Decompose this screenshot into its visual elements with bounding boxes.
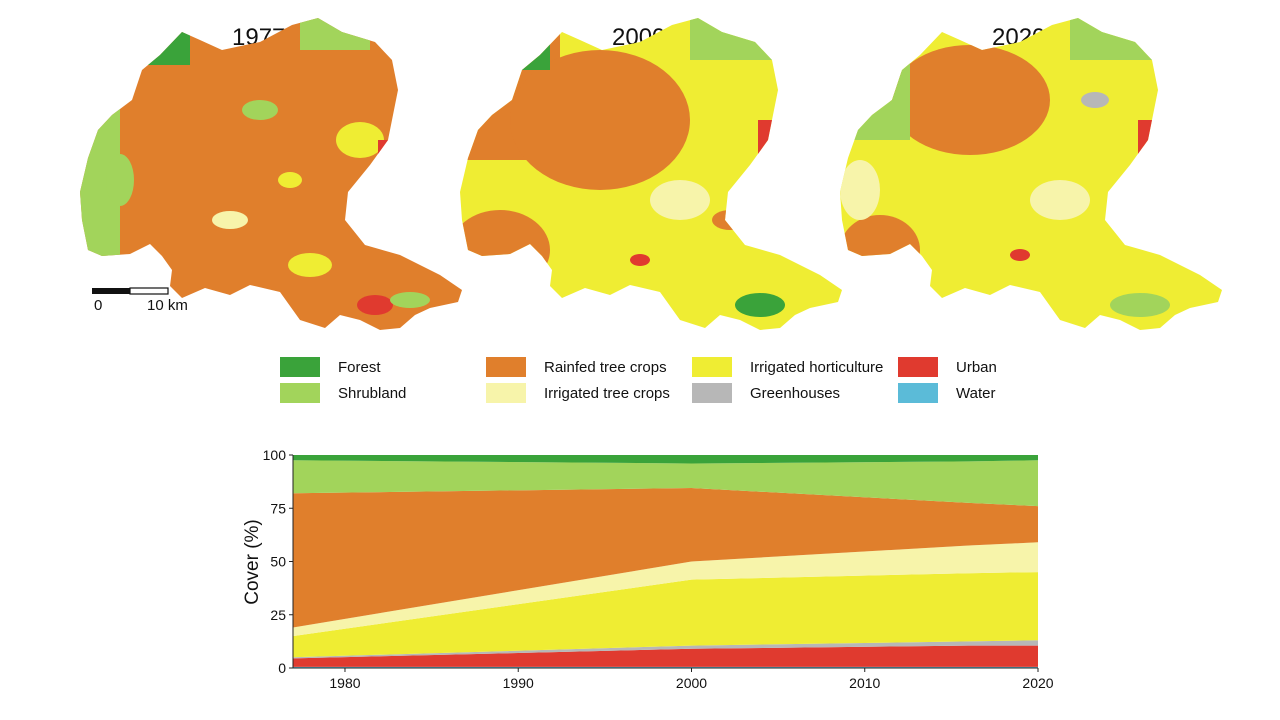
legend-swatch-irrigated-horticulture: [692, 357, 732, 377]
legend-item-rainfed-tree-crops: Rainfed tree crops: [486, 356, 667, 378]
x-tick-labels: 1980 1990 2000 2010 2020: [329, 675, 1053, 691]
chart-axes: [289, 454, 1039, 672]
legend-swatch-forest: [280, 357, 320, 377]
y-axis-label: Cover (%): [242, 519, 263, 605]
area-rainfed-tree-crops: [293, 488, 1038, 628]
x-tick-label-2010: 2010: [849, 675, 880, 691]
legend-label-urban: Urban: [956, 358, 997, 376]
scale-label-end: 10 km: [147, 297, 188, 314]
area-greenhouses: [293, 640, 1038, 659]
legend-label-forest: Forest: [338, 358, 381, 376]
area-shrubland: [293, 460, 1038, 507]
map-2000: [460, 18, 842, 330]
legend-swatch-irrigated-tree-crops: [486, 383, 526, 403]
legend-swatch-greenhouses: [692, 383, 732, 403]
legend-item-urban: Urban: [898, 356, 997, 378]
x-tick-label-2020: 2020: [1022, 675, 1053, 691]
legend-item-greenhouses: Greenhouses: [692, 382, 840, 404]
legend: Forest Shrubland Rainfed tree crops Irri…: [0, 352, 1280, 412]
legend-swatch-urban: [898, 357, 938, 377]
area-urban: [293, 645, 1038, 667]
legend-item-forest: Forest: [280, 356, 381, 378]
legend-label-shrubland: Shrubland: [338, 384, 407, 402]
area-irrigated-tree-crops: [293, 542, 1038, 637]
legend-label-greenhouses: Greenhouses: [750, 384, 841, 402]
y-tick-label-100: 100: [263, 447, 287, 463]
scale-bar: [92, 287, 169, 295]
legend-item-irrigated-tree-crops: Irrigated tree crops: [486, 382, 670, 404]
y-tick-label-50: 50: [270, 554, 286, 570]
x-tick-label-1990: 1990: [503, 675, 534, 691]
legend-swatch-shrubland: [280, 383, 320, 403]
land-cover-maps: 1977 2000 2020: [0, 0, 1280, 330]
legend-label-irrigated-horticulture: Irrigated horticulture: [750, 358, 884, 376]
x-tick-label-2000: 2000: [676, 675, 707, 691]
legend-item-irrigated-horticulture: Irrigated horticulture: [692, 356, 883, 378]
legend-label-water: Water: [956, 384, 996, 402]
maps-svg: [80, 18, 1222, 330]
y-tick-label-25: 25: [270, 607, 286, 623]
map-2020: [840, 18, 1222, 330]
legend-label-irrigated-tree-crops: Irrigated tree crops: [544, 384, 670, 402]
chart-areas: [293, 455, 1038, 668]
y-tick-labels: 0 25 50 75 100: [263, 447, 287, 676]
scale-label-start: 0: [94, 297, 103, 314]
legend-swatch-water: [898, 383, 938, 403]
area-irrigated-horticulture: [293, 572, 1038, 658]
map-1977: [80, 18, 462, 330]
legend-label-rainfed-tree-crops: Rainfed tree crops: [544, 358, 667, 376]
x-tick-label-1980: 1980: [329, 675, 360, 691]
y-tick-label-0: 0: [278, 660, 286, 676]
y-tick-label-75: 75: [270, 500, 286, 516]
legend-swatch-rainfed-tree-crops: [486, 357, 526, 377]
stacked-area-chart: 1980 1990 2000 2010 2020 0 25 50 75 100 Cover (%…: [242, 447, 1054, 691]
legend-item-water: Water: [898, 382, 995, 404]
legend-item-shrubland: Shrubland: [280, 382, 406, 404]
area-forest: [293, 455, 1038, 464]
